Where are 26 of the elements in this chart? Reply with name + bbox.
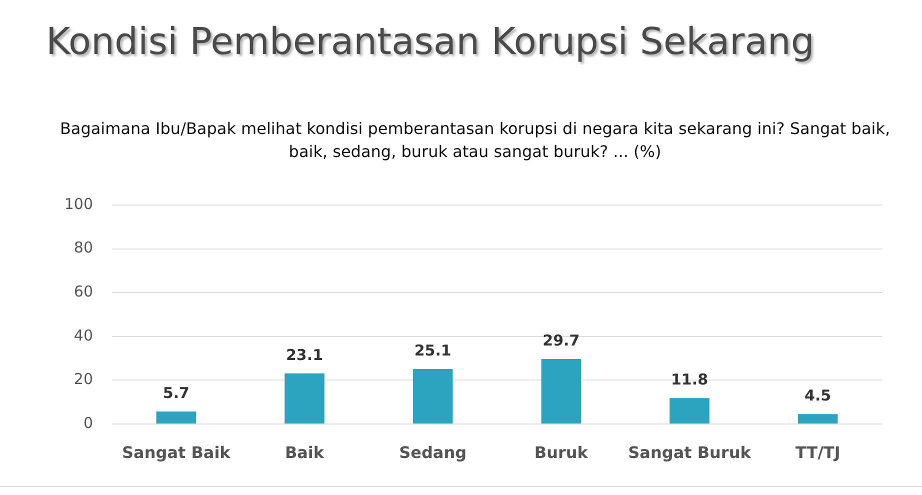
chart-subtitle: Bagaimana Ibu/Bapak melihat kondisi pemberantasan korupsi di negara kita sekarang ini? Sangat baik, baik, sedang, buruk atau sangat buruk? ... (%) xyxy=(58,118,892,163)
bar xyxy=(412,369,453,424)
data-label: 11.8 xyxy=(670,370,708,389)
chart-title: Kondisi Pemberantasan Korupsi Sekarang xyxy=(46,20,814,63)
bar xyxy=(156,412,196,424)
x-tick-label: Baik xyxy=(284,442,324,462)
bar xyxy=(541,358,582,424)
y-tick-label: 20 xyxy=(74,370,93,388)
x-tick-label: Sedang xyxy=(399,442,467,462)
x-tick-label: Sangat Baik xyxy=(122,442,231,462)
y-tick-label: 100 xyxy=(64,194,93,213)
bar xyxy=(670,398,710,424)
x-tick-label: TT/TJ xyxy=(795,442,840,462)
x-tick-label: Sangat Buruk xyxy=(628,442,752,462)
x-tick-label: Buruk xyxy=(534,442,588,462)
y-tick-label: 0 xyxy=(83,414,93,432)
bar xyxy=(284,373,324,424)
bar xyxy=(798,414,838,424)
data-label: 25.1 xyxy=(414,341,452,360)
data-label: 4.5 xyxy=(804,386,832,405)
y-tick-label: 40 xyxy=(74,326,93,344)
y-tick-label: 60 xyxy=(74,282,93,300)
data-label: 5.7 xyxy=(162,384,190,402)
y-tick-label: 80 xyxy=(74,238,93,257)
data-label: 23.1 xyxy=(286,346,324,364)
data-label: 29.7 xyxy=(542,331,580,350)
